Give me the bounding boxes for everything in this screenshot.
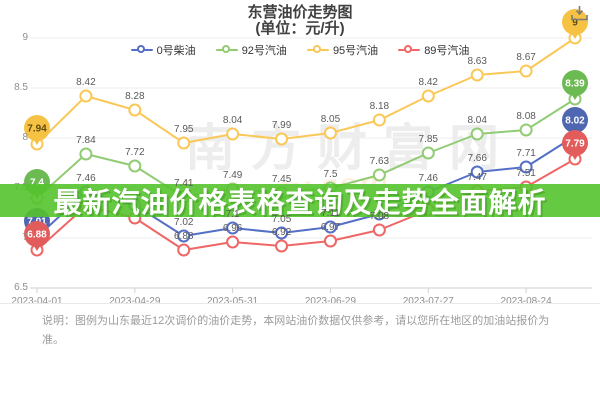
data-point-89号汽油 — [323, 234, 337, 248]
badge-value: 8.39 — [565, 79, 585, 90]
data-point-92号汽油 — [372, 168, 386, 182]
download-icon[interactable] — [571, 6, 588, 26]
y-axis-tick-label: 7 — [22, 232, 28, 243]
legend-item-95号汽油[interactable]: 95号汽油 — [306, 42, 379, 58]
data-point-95号汽油 — [79, 89, 93, 103]
legend-item-0号柴油[interactable]: 0号柴油 — [130, 42, 196, 58]
legend-label: 89号汽油 — [424, 45, 470, 57]
chart-title: 东营油价走势图 (单位：元/升) — [0, 5, 600, 37]
legend-marker-icon — [215, 45, 238, 55]
note-text: 说明：图例为山东最近12次调价的油价走势，本网站油价数据仅供参考，请以您所在地区… — [42, 315, 550, 346]
data-point-0号柴油 — [275, 226, 289, 240]
x-axis-date-label: 2023-05-31 — [207, 296, 259, 307]
badge-95号汽油 — [562, 9, 589, 35]
data-point-95号汽油 — [372, 113, 386, 127]
legend-marker-icon — [130, 45, 153, 55]
data-point-0号柴油 — [470, 165, 484, 179]
data-point-89号汽油 — [275, 239, 289, 253]
badge-0号柴油 — [562, 107, 589, 133]
data-point-92号汽油 — [421, 146, 435, 160]
data-point-92号汽油 — [128, 159, 142, 173]
y-axis-tick-label: 8.5 — [14, 82, 28, 93]
data-point-95号汽油 — [519, 64, 533, 78]
data-point-0号柴油 — [323, 220, 337, 234]
data-point-0号柴油 — [177, 229, 191, 243]
legend-item-92号汽油[interactable]: 92号汽油 — [215, 42, 287, 58]
data-point-95号汽油 — [470, 68, 484, 82]
note-box: 说明：图例为山东最近12次调价的油价走势，本网站油价数据仅供参考，请以您所在地区… — [0, 303, 600, 350]
data-point-95号汽油 — [275, 132, 289, 146]
badge-value: 8.02 — [565, 116, 585, 127]
x-axis-date-label: 2023-04-29 — [109, 296, 161, 307]
y-axis-tick-label: 6.5 — [14, 282, 28, 293]
legend-label: 92号汽油 — [241, 45, 287, 57]
data-point-95号汽油 — [323, 126, 337, 140]
badge-value: 7.4 — [30, 178, 44, 189]
x-axis-date-label: 2023-04-01 — [11, 296, 63, 307]
data-point-95号汽油 — [128, 103, 142, 117]
legend: 0号柴油 92号汽油 95号汽油 89号汽油 — [0, 42, 600, 58]
data-point-95号汽油 — [226, 127, 240, 141]
headline-banner-text: 最新汽油价格表格查询及走势全面解析 — [53, 186, 547, 218]
data-point-92号汽油 — [519, 123, 533, 137]
x-axis-date-label: 2023-06-29 — [304, 296, 357, 307]
data-point-89号汽油 — [226, 235, 240, 249]
badge-value: 7.79 — [565, 139, 585, 150]
x-axis-date-label: 2023-08-24 — [500, 296, 552, 307]
data-point-95号汽油 — [177, 136, 191, 150]
legend-marker-icon — [398, 45, 421, 55]
legend-marker-icon — [306, 45, 329, 55]
legend-label: 95号汽油 — [332, 45, 379, 57]
legend-item-89号汽油[interactable]: 89号汽油 — [398, 42, 469, 58]
y-axis-tick-label: 9 — [22, 32, 28, 43]
data-point-0号柴油 — [226, 221, 240, 235]
chart-title-line1: 东营油价走势图 — [247, 4, 353, 21]
data-point-92号汽油 — [79, 147, 93, 161]
headline-banner: 最新汽油价格表格查询及走势全面解析 — [0, 184, 600, 218]
badge-92号汽油 — [562, 70, 589, 96]
data-point-89号汽油 — [372, 223, 386, 237]
badge-value: 9 — [572, 18, 578, 29]
x-axis-date-label: 2023-07-27 — [402, 296, 454, 307]
badge-89号汽油 — [562, 130, 589, 156]
badge-value: 6.88 — [27, 230, 47, 241]
data-point-89号汽油 — [177, 243, 191, 257]
y-axis-tick-label: 8 — [22, 132, 28, 143]
chart-title-unit: (单位：元/升) — [255, 20, 345, 37]
badge-value: 7.94 — [27, 124, 47, 135]
series-line-95号汽油 — [36, 37, 576, 145]
badge-95号汽油 — [24, 115, 50, 141]
data-point-95号汽油 — [421, 89, 435, 103]
legend-label: 0号柴油 — [156, 45, 196, 57]
badge-89号汽油 — [24, 221, 50, 247]
data-point-92号汽油 — [470, 127, 484, 141]
data-point-0号柴油 — [519, 160, 533, 174]
